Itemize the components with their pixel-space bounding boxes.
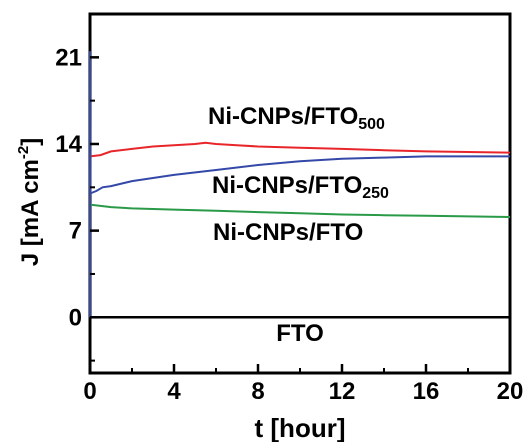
labels-layer: Ni-CNPs/FTO500 Ni-CNPs/FTO250 Ni-CNPs/FT… [15, 103, 389, 442]
series-label-ni-cnps-fto500: Ni-CNPs/FTO500 [208, 103, 385, 133]
x-tick-label: 4 [167, 378, 181, 405]
series-layer [89, 51, 511, 319]
y-tick-label: 21 [55, 44, 82, 71]
x-tick-label: 8 [251, 378, 264, 405]
x-axis-label: t [hour] [255, 413, 346, 442]
y-tick-label: 0 [69, 304, 82, 331]
ticks-layer: 0 4 8 12 16 20 0 7 14 21 [55, 44, 523, 405]
x-tick-label: 16 [413, 378, 440, 405]
x-tick-label: 12 [329, 378, 356, 405]
series-label-fto: FTO [276, 320, 324, 347]
series-label-ni-cnps-fto250: Ni-CNPs/FTO250 [212, 172, 389, 202]
series-line-1 [89, 155, 510, 195]
series-line-2 [89, 203, 511, 218]
series-label-ni-cnps-fto: Ni-CNPs/FTO [213, 219, 363, 246]
x-tick-label: 20 [497, 378, 524, 405]
y-tick-label: 14 [55, 131, 82, 158]
y-axis-label: J [mA cm-2] [15, 138, 44, 267]
y-tick-label: 7 [69, 218, 82, 245]
x-tick-label: 0 [83, 378, 96, 405]
series-line-0 [89, 141, 511, 158]
